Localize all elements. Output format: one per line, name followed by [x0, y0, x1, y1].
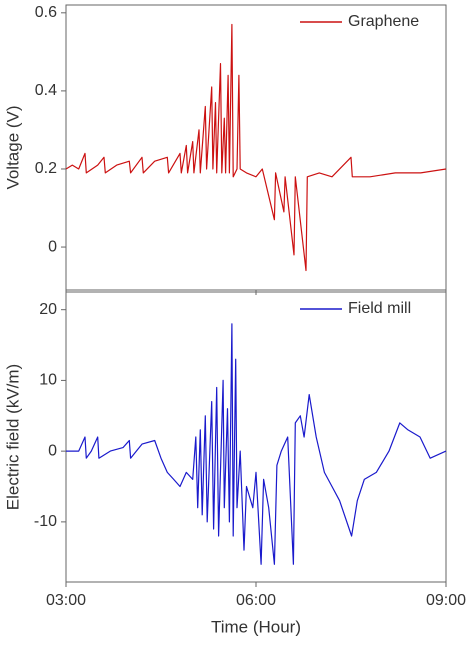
legend-label: Field mill [348, 300, 411, 317]
y-tick-label: 0 [48, 238, 57, 255]
y-tick-label: 0.6 [35, 4, 57, 21]
plot-frame [65, 291, 447, 583]
x-tick-label: 06:00 [236, 592, 276, 609]
x-axis-title: Time (Hour) [211, 617, 301, 636]
plot-frame [65, 4, 447, 291]
y-tick-label: 10 [39, 372, 57, 389]
y-tick-label: -10 [34, 513, 57, 530]
x-tick-label: 03:00 [46, 592, 86, 609]
data-line [66, 323, 447, 565]
y-tick-label: 20 [39, 301, 57, 318]
y-axis-title: Voltage (V) [3, 105, 22, 189]
legend-label: Graphene [348, 13, 419, 30]
x-tick-label: 09:00 [426, 592, 466, 609]
y-tick-label: 0 [48, 442, 57, 459]
y-tick-label: 0.2 [35, 160, 57, 177]
y-axis-title: Electric field (kV/m) [3, 364, 22, 510]
data-line [65, 23, 447, 272]
y-tick-label: 0.4 [35, 82, 57, 99]
